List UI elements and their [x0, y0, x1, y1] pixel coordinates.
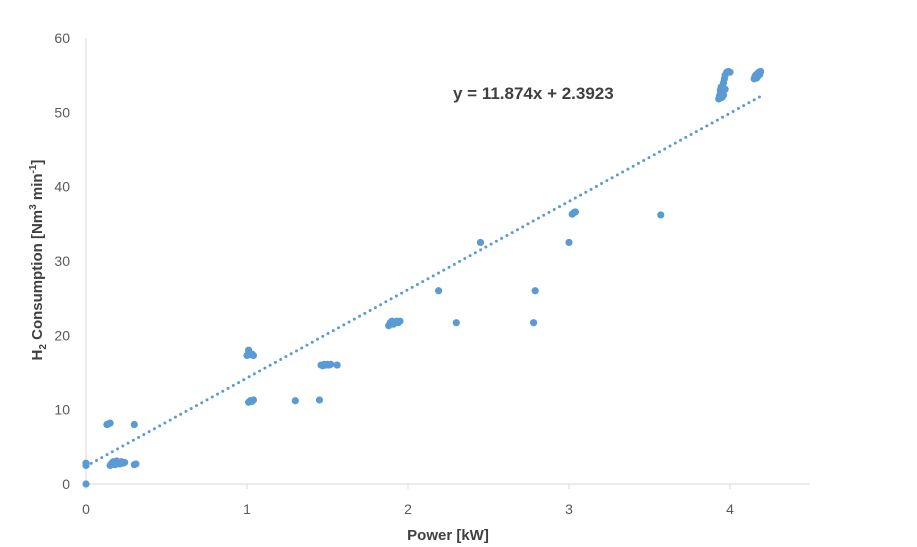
y-tick-label: 0	[62, 476, 70, 492]
data-point	[106, 419, 114, 427]
data-point	[476, 238, 485, 247]
x-tick-label: 2	[404, 501, 412, 517]
data-point	[249, 351, 258, 360]
x-tick-label: 1	[243, 501, 251, 517]
y-tick-label: 20	[54, 327, 70, 343]
trendline	[84, 94, 764, 468]
data-points	[82, 67, 765, 488]
data-point	[315, 396, 324, 404]
data-point	[657, 211, 665, 219]
data-point	[291, 397, 299, 405]
data-point	[333, 361, 341, 369]
y-title-mid: Consumption [Nm	[29, 210, 46, 344]
axes: 0 10 20 30 40 50 60 0 1 2 3 4	[54, 30, 810, 517]
data-point	[121, 458, 129, 467]
trendline-equation: y = 11.874x + 2.3923	[453, 84, 614, 103]
data-point	[82, 459, 90, 467]
data-point	[82, 480, 90, 488]
y-tick-label: 40	[54, 179, 70, 195]
data-point	[719, 91, 728, 99]
data-point	[396, 317, 404, 325]
y-tick-label: 30	[54, 253, 70, 269]
data-point	[571, 208, 580, 216]
x-tick-label: 3	[565, 501, 573, 517]
data-point	[565, 238, 573, 247]
y-title-sup2: -1	[28, 164, 39, 173]
data-point	[531, 287, 539, 295]
data-point	[452, 319, 460, 327]
y-title-sup1: 3	[28, 204, 39, 210]
data-point	[130, 420, 138, 429]
y-title-mid2: min	[29, 173, 46, 204]
data-point	[529, 319, 538, 327]
data-point	[721, 85, 729, 93]
y-tick-label: 50	[54, 104, 70, 120]
y-tick-label: 60	[54, 30, 70, 46]
data-point	[434, 287, 443, 295]
data-point	[249, 396, 258, 404]
data-point	[132, 460, 140, 468]
data-point	[327, 360, 335, 368]
y-axis-title: H2 Consumption [Nm3 min-1]	[28, 160, 49, 361]
x-tick-label: 4	[726, 501, 734, 517]
data-point	[726, 68, 734, 76]
y-title-pre: H	[29, 350, 46, 361]
y-tick-label: 10	[54, 402, 70, 418]
x-tick-label: 0	[82, 501, 90, 517]
y-title-sub: 2	[38, 344, 49, 350]
trendline-line	[84, 94, 764, 468]
x-axis-title: Power [kW]	[407, 527, 489, 544]
y-title-post: ]	[29, 160, 46, 165]
data-point	[756, 67, 765, 76]
